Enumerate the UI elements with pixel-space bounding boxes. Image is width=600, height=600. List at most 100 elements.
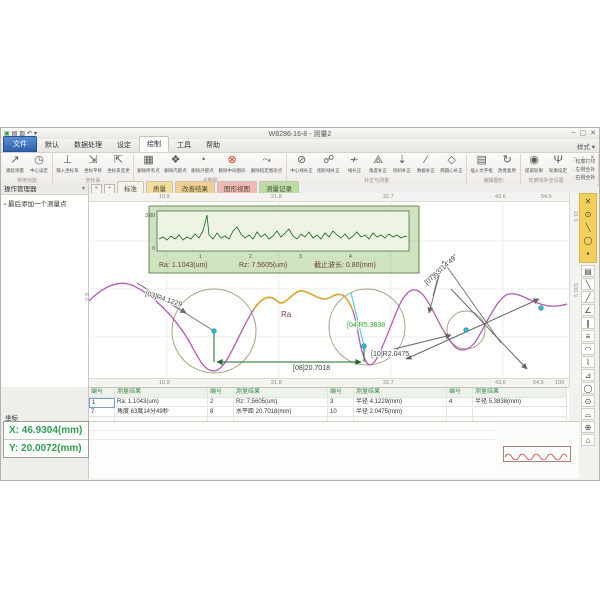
- menu-tab-tools[interactable]: 工具: [177, 142, 191, 149]
- ribbon-button[interactable]: Ψ 轮廓设定: [549, 154, 568, 174]
- tool-button[interactable]: ⌇: [581, 356, 595, 368]
- tool-button[interactable]: ╲: [585, 223, 591, 232]
- ribbon-button[interactable]: ⤳ 删除指定图形点: [250, 154, 283, 174]
- quick-access-dropdown-icon[interactable]: ▾: [34, 130, 38, 137]
- menu-tab-file[interactable]: 文件: [3, 136, 37, 152]
- ribbon-button-icon: ❖: [170, 154, 181, 166]
- tool-button[interactable]: ╲: [581, 278, 595, 290]
- ribbon-button[interactable]: ◉ 提取轮廓: [525, 154, 544, 174]
- ribbon-button[interactable]: ⊗ 删除中间图形: [218, 154, 246, 174]
- ribbon-button-icon: ⇣: [397, 154, 407, 166]
- tool-button[interactable]: ⌓: [581, 408, 595, 420]
- ribbon-button[interactable]: ▦ 删除所有点: [137, 154, 160, 174]
- fitted-circle-04[interactable]: [328, 288, 406, 366]
- ribbon-button[interactable]: ⊥ 输入坐标系: [56, 154, 79, 174]
- ribbon-button[interactable]: ⇲ 坐标平移: [84, 154, 103, 174]
- preview-waveform: [504, 453, 568, 461]
- window-title: W8286-16-8 - 测量2: [268, 130, 332, 138]
- tree-item-last-point[interactable]: ▪ 最后添加一个测量点: [4, 201, 67, 208]
- profile-plot[interactable]: 3.00 0 1 2 3 4 Ra: 1.1043(um) Rz: 7.5605…: [89, 201, 569, 379]
- ribbon-button[interactable]: ↻ 改善复原: [498, 154, 517, 174]
- doc-tab-standard[interactable]: 标准: [117, 181, 144, 194]
- table-row[interactable]: 1 Ra: 1.1043(um) 2 Rz: 7.5605(um) 3 半径 4…: [89, 398, 569, 408]
- ribbon-button-icon: ⊗: [227, 154, 237, 166]
- ribbon-button[interactable]: ⇣ 倾斜补正: [393, 154, 412, 174]
- annotation-03[interactable]: [03]R4.1229: [143, 289, 184, 309]
- menu-tab-help[interactable]: 帮助: [206, 142, 220, 149]
- ruler-left-label: 6.0: [83, 293, 89, 301]
- inset-y-zero: 0: [152, 246, 155, 252]
- minimize-button[interactable]: –: [571, 129, 576, 136]
- ribbon-group-common: ↗ 捕捉测量 ◷ 中心设定 常用功能: [2, 154, 53, 185]
- save-icon[interactable]: ▥: [19, 130, 26, 137]
- ribbon-toggle[interactable]: ▫ 左侧全补: [572, 167, 596, 173]
- menu-tab-data-processing[interactable]: 数据处理: [74, 142, 102, 149]
- tool-button[interactable]: ⊙: [584, 210, 592, 219]
- ribbon-button-icon: ↗: [10, 154, 20, 166]
- inset-x-ticks: 1 2 3 4: [199, 254, 352, 260]
- dimension-08: [213, 331, 365, 365]
- tool-button[interactable]: ⌂: [581, 434, 595, 446]
- menu-tab-settings[interactable]: 设定: [117, 142, 131, 149]
- ribbon-button[interactable]: ◔ 删除外部点: [191, 154, 214, 174]
- doc-tab-measure-record[interactable]: 测量记录: [259, 181, 299, 194]
- roughness-inset[interactable]: 3.00 0 1 2 3 4 Ra: 1.1043(um) Rz: 7.5605…: [145, 205, 420, 274]
- profile-preview-panel: [495, 421, 579, 478]
- ribbon-button-icon: ∕: [425, 154, 428, 166]
- collapse-caret-icon[interactable]: ▾: [81, 186, 85, 192]
- ribbon-button[interactable]: ⊘ 中心线补正: [290, 154, 313, 174]
- annotation-10[interactable]: [10]R2.0475: [370, 350, 410, 359]
- annotation-07[interactable]: [07]63°14'49": [422, 251, 461, 287]
- tool-button[interactable]: ⊿: [581, 369, 595, 381]
- tool-button[interactable]: ╱: [581, 291, 595, 303]
- ribbon-toggle[interactable]: ▫ 轮廓打印: [572, 159, 596, 165]
- doc-tab-improve-result[interactable]: 改善结果: [175, 181, 215, 194]
- maximize-button[interactable]: ▢: [579, 130, 587, 137]
- ribbon-button[interactable]: ☍ 图形线补正: [317, 154, 340, 174]
- ribbon-button[interactable]: ⇱ 坐标系变更: [107, 154, 130, 174]
- tool-button[interactable]: ⊕: [581, 421, 595, 433]
- tool-button[interactable]: ∥: [581, 317, 595, 329]
- menu-tab-default[interactable]: 默认: [45, 142, 59, 149]
- annotation-08[interactable]: [08]20.7018: [292, 364, 331, 373]
- tool-button[interactable]: ∠: [581, 304, 595, 316]
- drawing-canvas[interactable]: 10.9 21.8 32.7 43.6 54.5: [83, 193, 569, 387]
- tool-button[interactable]: ▤: [581, 265, 595, 277]
- ruler-top: 10.9 21.8 32.7 43.6 54.5: [89, 193, 569, 202]
- tool-button[interactable]: ⊙: [581, 395, 595, 407]
- annotation-ra: Ra: [281, 310, 292, 319]
- ribbon-button[interactable]: ◇ 两圆心补正: [440, 154, 463, 174]
- ribbon-button[interactable]: ↗ 捕捉测量: [5, 154, 24, 174]
- ribbon-button[interactable]: ∕ 数据补正: [417, 154, 436, 174]
- table-row[interactable]: 7 角度 63度14分49秒 8 水平距 20.7018(mm) 10 半径 2…: [89, 408, 569, 417]
- document-window-controls[interactable]: – ▫ ✕: [573, 155, 597, 161]
- tool-button[interactable]: ◯: [581, 382, 595, 394]
- close-button[interactable]: ✕: [590, 130, 596, 137]
- table-cell-selected[interactable]: 1: [89, 398, 115, 408]
- tool-button[interactable]: ✕: [584, 197, 592, 206]
- style-dropdown[interactable]: 样式 ▾: [576, 144, 595, 151]
- ribbon-button[interactable]: ▤ 插入文字框: [470, 154, 493, 174]
- doc-tab-quality[interactable]: 质量: [146, 181, 173, 194]
- ribbon-button[interactable]: ❖ 删除内部点: [164, 154, 187, 174]
- profile-preview-thumbnail[interactable]: [503, 446, 571, 462]
- ribbon-button-icon: Ψ: [553, 154, 563, 166]
- measurement-points[interactable]: [211, 305, 544, 349]
- checkbox-icon: ▫: [572, 167, 574, 173]
- ribbon-toggle[interactable]: ▫ 右侧全补: [572, 175, 596, 181]
- tool-button[interactable]: ≡: [581, 330, 595, 342]
- menu-tab-draw[interactable]: 绘制: [139, 136, 169, 152]
- fitted-circle-03[interactable]: [171, 288, 257, 374]
- ribbon-group-edit: ▤ 插入文字框 ↻ 改善复原 编辑图形: [467, 154, 522, 185]
- open-icon[interactable]: ▤: [11, 130, 18, 137]
- ribbon-button[interactable]: ⟁ 角度补正: [369, 154, 388, 174]
- ribbon-button[interactable]: ◷ 中心设定: [29, 154, 48, 174]
- annotation-04[interactable]: [04]R5.3838: [346, 321, 386, 330]
- doc-tab-graphic-view[interactable]: 图形视图: [217, 181, 257, 194]
- tool-button[interactable]: ◠: [581, 343, 595, 355]
- ribbon-button[interactable]: ≁ 线补正: [347, 154, 361, 174]
- menu-bar: 文件 默认 数据处理 设定 绘制 工具 帮助 样式 ▾: [1, 136, 599, 153]
- tool-button[interactable]: ◯: [583, 236, 593, 245]
- tool-button[interactable]: ▪: [586, 249, 590, 258]
- undo-icon[interactable]: ↶: [27, 130, 33, 137]
